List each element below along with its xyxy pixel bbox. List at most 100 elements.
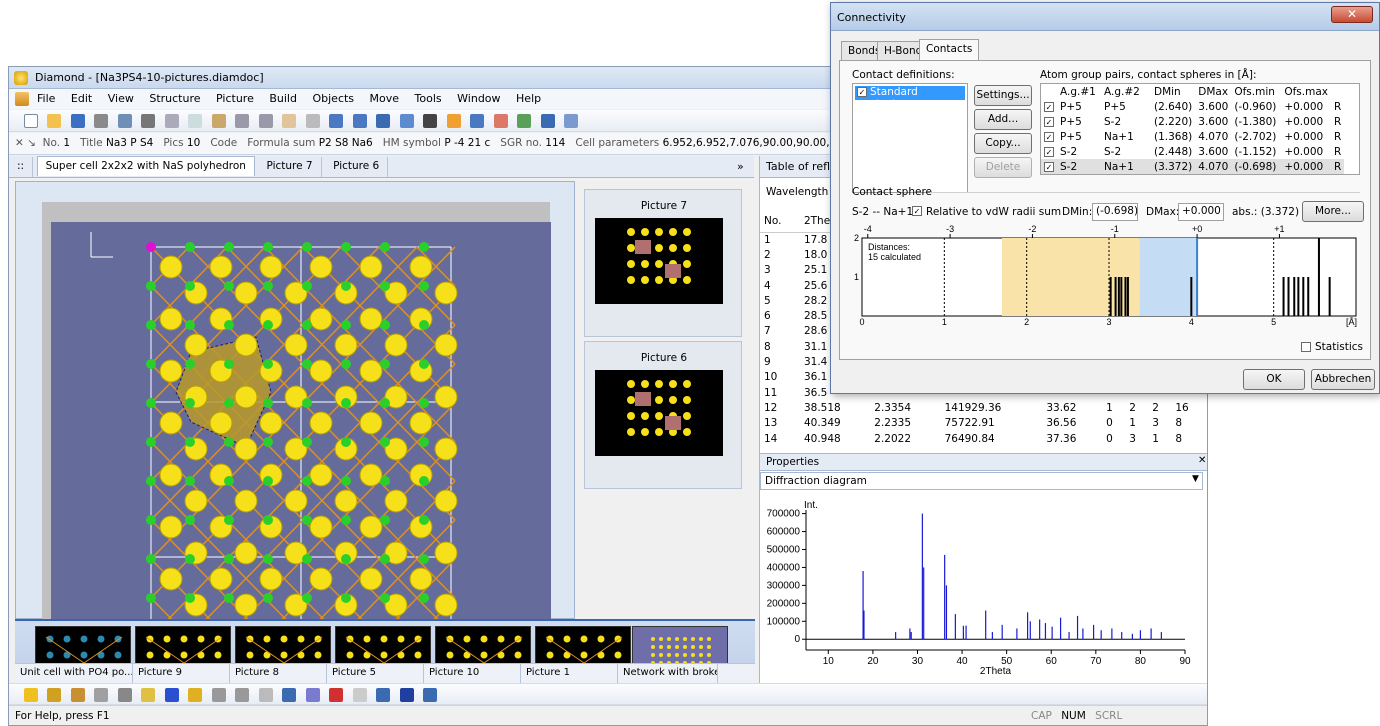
tab-unit-cell[interactable]: Unit cell with PO4 po... xyxy=(15,664,133,683)
table-row[interactable]: 2 18.0 xyxy=(760,247,1205,262)
find-icon[interactable] xyxy=(94,114,108,128)
relative-checkbox[interactable]: ✓ xyxy=(912,206,922,216)
menu-view[interactable]: View xyxy=(107,92,134,105)
table-row[interactable]: 14 40.948 2.2022 76490.84 37.36 0 3 1 8 xyxy=(760,431,1205,446)
add-button[interactable]: Add... xyxy=(974,109,1032,130)
table-row[interactable]: 5 28.2 xyxy=(760,293,1205,308)
col-dmax[interactable]: DMax xyxy=(1198,85,1229,98)
export-icon[interactable] xyxy=(493,114,508,128)
table-row[interactable]: 7 28.6 xyxy=(760,324,1205,339)
close-properties-icon[interactable]: ✕ xyxy=(1198,455,1207,466)
close-icon[interactable]: ✕ xyxy=(1331,6,1373,23)
col-ofsmin[interactable]: Ofs.min xyxy=(1234,85,1275,98)
contact-definitions-list[interactable]: ✓ Standard contacts xyxy=(852,83,968,193)
pair-checkbox[interactable]: ✓ xyxy=(1044,161,1054,172)
pair-checkbox[interactable]: ✓ xyxy=(1044,146,1054,157)
macro-icon[interactable] xyxy=(399,688,414,702)
col-ag2[interactable]: A.g.#2 xyxy=(1104,85,1140,98)
polyhedron-icon[interactable] xyxy=(164,688,179,702)
tab-scroll-icon[interactable]: » xyxy=(737,160,744,173)
col-ag1[interactable]: A.g.#1 xyxy=(1060,85,1096,98)
pairs-table[interactable]: A.g.#1 A.g.#2 DMin DMax Ofs.min Ofs.max … xyxy=(1040,83,1360,175)
bond-icon[interactable] xyxy=(70,688,85,702)
cut-range-icon[interactable] xyxy=(235,688,249,702)
table-row[interactable]: 11 36.5 xyxy=(760,385,1205,400)
tab-picture-1[interactable]: Picture 1 xyxy=(521,664,618,683)
view-icon[interactable] xyxy=(376,688,390,702)
menu-file[interactable]: File xyxy=(37,92,56,105)
grow-icon[interactable] xyxy=(47,688,61,702)
element-icon[interactable] xyxy=(352,688,367,702)
new-icon[interactable] xyxy=(23,114,38,128)
col-ofsmax[interactable]: Ofs.max xyxy=(1284,85,1328,98)
table-row[interactable]: 3 25.1 xyxy=(760,263,1205,278)
open-icon[interactable] xyxy=(47,114,61,128)
preview-icon[interactable] xyxy=(117,114,132,128)
hand-icon[interactable] xyxy=(282,114,296,128)
fill-icon[interactable] xyxy=(94,688,108,702)
build-icon[interactable] xyxy=(446,114,461,128)
layers-icon[interactable] xyxy=(470,114,484,128)
ok-button[interactable]: OK xyxy=(1243,369,1305,390)
tab-picture-10[interactable]: Picture 10 xyxy=(424,664,521,683)
cut-icon[interactable] xyxy=(164,114,179,128)
frame-icon[interactable] xyxy=(282,688,296,702)
remove-icon[interactable] xyxy=(329,688,343,702)
menu-build[interactable]: Build xyxy=(269,92,297,105)
structure-viewer[interactable] xyxy=(15,181,575,638)
menu-help[interactable]: Help xyxy=(516,92,542,105)
render-small-icon[interactable] xyxy=(423,688,437,702)
tab-contacts[interactable]: Contacts xyxy=(919,39,980,61)
window-icon[interactable] xyxy=(399,114,414,128)
statistics-checkbox[interactable] xyxy=(1301,342,1311,352)
col-no[interactable]: No. xyxy=(760,210,800,233)
pair-row[interactable]: ✓ P+5 Na+1 (1.368) 4.070 (-2.702) +0.000 R xyxy=(1041,129,1344,144)
atom-icon[interactable] xyxy=(141,688,155,702)
copy-icon[interactable] xyxy=(188,114,202,128)
pointer-icon[interactable] xyxy=(305,114,320,128)
menu-structure[interactable]: Structure xyxy=(149,92,201,105)
save-icon[interactable] xyxy=(70,114,85,128)
close-icon[interactable]: ✕ ↘ xyxy=(15,137,40,149)
col-dmin[interactable]: DMin xyxy=(1154,85,1181,98)
table-row[interactable]: 10 36.1 xyxy=(760,370,1205,385)
chart-icon[interactable] xyxy=(540,114,555,128)
print-icon[interactable] xyxy=(141,114,155,128)
tab-network[interactable]: Network with broke... xyxy=(618,664,718,683)
tab-picture-6[interactable]: Picture 6 xyxy=(325,157,389,177)
packing-icon[interactable] xyxy=(211,688,226,702)
structure-icon[interactable] xyxy=(352,114,367,128)
grid-icon[interactable] xyxy=(329,114,343,128)
redo-icon[interactable] xyxy=(258,114,273,128)
dmin-input[interactable]: (-0.698) xyxy=(1092,203,1138,221)
cancel-button[interactable]: Abbrechen xyxy=(1311,369,1375,390)
menu-edit[interactable]: Edit xyxy=(70,92,93,105)
connect-icon[interactable] xyxy=(23,688,38,702)
table-row[interactable]: 1 17.8 xyxy=(760,232,1205,247)
more-button[interactable]: More... xyxy=(1302,201,1364,222)
menu-tools[interactable]: Tools xyxy=(414,92,442,105)
undo-icon[interactable] xyxy=(235,114,249,128)
matrix-icon[interactable] xyxy=(258,688,273,702)
tab-picture-7[interactable]: Picture 7 xyxy=(258,157,322,177)
thumb-picture-7[interactable]: Picture 7 xyxy=(584,189,742,337)
crystal-scene[interactable] xyxy=(51,222,551,638)
sphere-icon[interactable] xyxy=(188,688,202,702)
picture-icon[interactable] xyxy=(376,114,390,128)
pair-checkbox[interactable]: ✓ xyxy=(1044,101,1054,112)
paste-icon[interactable] xyxy=(211,114,226,128)
table-row[interactable]: 4 25.6 xyxy=(760,278,1205,293)
pair-row[interactable]: ✓ P+5 S-2 (2.220) 3.600 (-1.380) +0.000 R xyxy=(1041,114,1344,129)
menu-window[interactable]: Window xyxy=(457,92,501,105)
table-row[interactable]: 9 31.4 xyxy=(760,354,1205,369)
pair-row[interactable]: ✓ S-2 S-2 (2.448) 3.600 (-1.152) +0.000 R xyxy=(1041,144,1344,159)
copy-button[interactable]: Copy... xyxy=(974,133,1032,154)
menu-move[interactable]: Move xyxy=(369,92,400,105)
tab-picture-9[interactable]: Picture 9 xyxy=(133,664,230,683)
tab-menu-icon[interactable]: :: xyxy=(9,157,34,177)
checkbox-icon[interactable]: ✓ xyxy=(857,87,867,97)
list-item[interactable]: ✓ Standard contacts xyxy=(855,86,965,110)
pair-row[interactable]: ✓ S-2 Na+1 (3.372) 4.070 (-0.698) +0.000 R xyxy=(1041,159,1345,174)
molecule-icon[interactable] xyxy=(117,688,132,702)
table-row[interactable]: 8 31.1 xyxy=(760,339,1205,354)
